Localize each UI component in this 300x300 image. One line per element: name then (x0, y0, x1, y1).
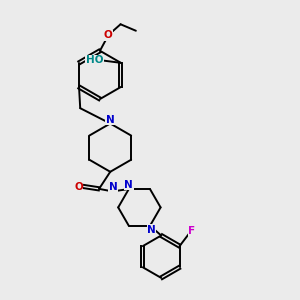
Text: O: O (74, 182, 83, 191)
Text: N: N (106, 115, 115, 125)
Text: N: N (109, 182, 117, 192)
Text: F: F (188, 226, 196, 236)
Text: N: N (124, 180, 133, 190)
Text: HO: HO (85, 56, 103, 65)
Text: O: O (104, 31, 112, 40)
Text: N: N (147, 225, 156, 235)
